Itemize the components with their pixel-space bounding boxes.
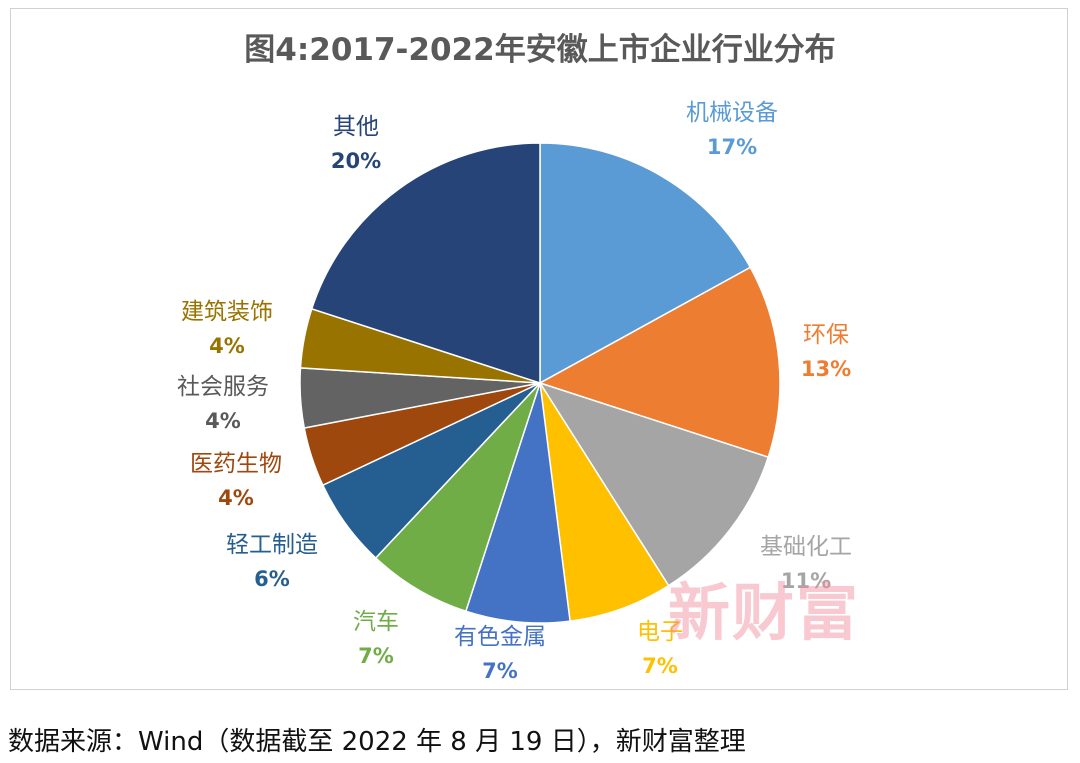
pie-chart xyxy=(299,142,781,624)
slice-label-percent: 7% xyxy=(358,644,394,668)
slice-label-name: 医药生物 xyxy=(190,451,282,477)
slice-label-name: 有色金属 xyxy=(454,624,546,650)
chart-title: 图4:2017-2022年安徽上市企业行业分布 xyxy=(244,32,836,68)
slice-label-name: 汽车 xyxy=(353,609,399,635)
slice-label-name: 其他 xyxy=(332,114,379,140)
slice-label: 医药生物 4% xyxy=(190,447,282,515)
slice-label-percent: 4% xyxy=(209,334,245,358)
slice-label-percent: 11% xyxy=(780,569,832,593)
pie-slice xyxy=(538,381,770,587)
slice-label: 汽车 7% xyxy=(353,605,399,673)
pie-slice xyxy=(539,142,752,385)
slice-label-percent: 17% xyxy=(706,135,758,159)
slice-label: 轻工制造 6% xyxy=(226,528,318,596)
pie-slice xyxy=(374,382,541,613)
source-note: 数据来源：Wind（数据截至 2022 年 8 月 19 日），新财富整理 xyxy=(8,727,746,757)
slice-label-name: 环保 xyxy=(802,322,849,348)
pie-slice xyxy=(310,142,541,385)
slice-label-name: 机械设备 xyxy=(686,100,778,126)
slice-label-percent: 4% xyxy=(205,409,241,433)
slice-label: 机械设备 17% xyxy=(686,96,778,164)
slice-label-name: 基础化工 xyxy=(760,534,852,560)
slice-label: 基础化工 11% xyxy=(760,530,852,598)
slice-label-name: 社会服务 xyxy=(177,374,269,400)
pie-slice xyxy=(539,382,670,622)
slice-label: 建筑装饰 4% xyxy=(181,295,273,363)
slice-label-name: 建筑装饰 xyxy=(181,299,273,325)
slice-label-percent: 13% xyxy=(800,357,852,381)
slice-label-name: 电子 xyxy=(637,619,683,645)
watermark-logo: 新财富 xyxy=(668,576,861,649)
slice-label-percent: 6% xyxy=(254,567,290,591)
slice-label: 电子 7% xyxy=(637,615,683,683)
pie-slice xyxy=(538,266,781,459)
slice-label-percent: 7% xyxy=(642,654,678,678)
slice-label: 其他 20% xyxy=(331,110,381,178)
slice-label-percent: 4% xyxy=(218,486,254,510)
slice-label: 有色金属 7% xyxy=(454,620,546,688)
slice-label: 社会服务 4% xyxy=(177,370,269,438)
slice-label: 环保 13% xyxy=(801,318,851,386)
slice-label-percent: 20% xyxy=(330,149,382,173)
slice-label-name: 轻工制造 xyxy=(226,532,318,558)
slice-label-percent: 7% xyxy=(482,659,518,683)
pie-slice xyxy=(464,382,571,624)
